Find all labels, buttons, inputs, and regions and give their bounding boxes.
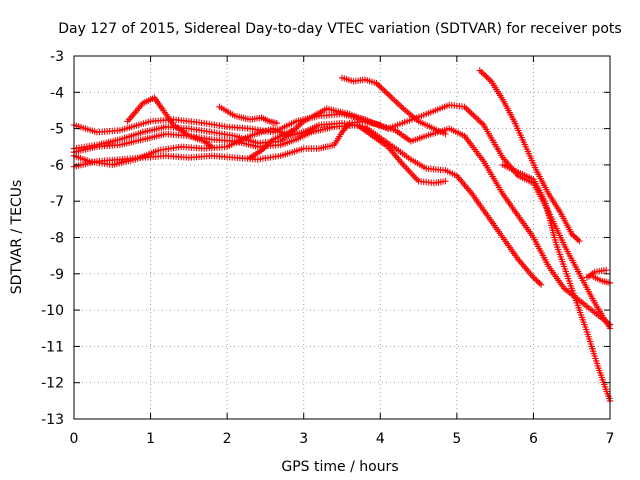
y-axis-label: SDTVAR / TECUs: [9, 180, 25, 295]
x-tick-label: 7: [606, 431, 615, 447]
y-tick-label: -5: [50, 122, 64, 138]
y-tick-label: -7: [50, 194, 64, 210]
y-tick-label: -4: [50, 85, 64, 101]
series-layer: [70, 67, 614, 405]
x-tick-label: 2: [223, 431, 232, 447]
series-arc-7: [216, 103, 281, 127]
y-tick-label: -3: [50, 49, 64, 65]
chart-title: Day 127 of 2015, Sidereal Day-to-day VTE…: [58, 21, 621, 37]
series-markers: [476, 67, 583, 245]
x-tick-label: 3: [299, 431, 308, 447]
series-arc-5: [70, 118, 384, 170]
x-tick-label: 1: [146, 431, 155, 447]
series-arc-10: [476, 67, 583, 245]
series-markers: [124, 94, 215, 150]
y-tick-label: -12: [41, 376, 64, 392]
x-tick-label: 6: [529, 431, 538, 447]
series-arc-12: [499, 161, 614, 405]
series-markers: [499, 161, 614, 405]
y-tick-label: -10: [41, 303, 64, 319]
y-tick-label: -11: [41, 339, 64, 355]
series-arc-11: [583, 267, 614, 287]
series-arc-9: [338, 74, 449, 138]
y-tick-label: -9: [50, 267, 64, 283]
x-tick-label: 0: [70, 431, 79, 447]
series-markers: [338, 74, 449, 138]
x-tick-label: 5: [452, 431, 461, 447]
series-markers: [583, 267, 614, 287]
x-axis-label: GPS time / hours: [281, 459, 398, 475]
x-tick-label: 4: [376, 431, 385, 447]
series-arc-8: [246, 125, 300, 161]
y-tick-label: -8: [50, 231, 64, 247]
y-tick-label: -6: [50, 158, 64, 174]
series-markers: [246, 125, 300, 161]
y-tick-label: -13: [41, 412, 64, 428]
axis-layer: 0 1 2 3 4 5 6 7 -3 -4 -5 -6 -7 -8 -9 -10 -11 -12 -13: [41, 49, 614, 447]
series-markers: [216, 103, 281, 127]
series-arc-6: [124, 94, 215, 150]
